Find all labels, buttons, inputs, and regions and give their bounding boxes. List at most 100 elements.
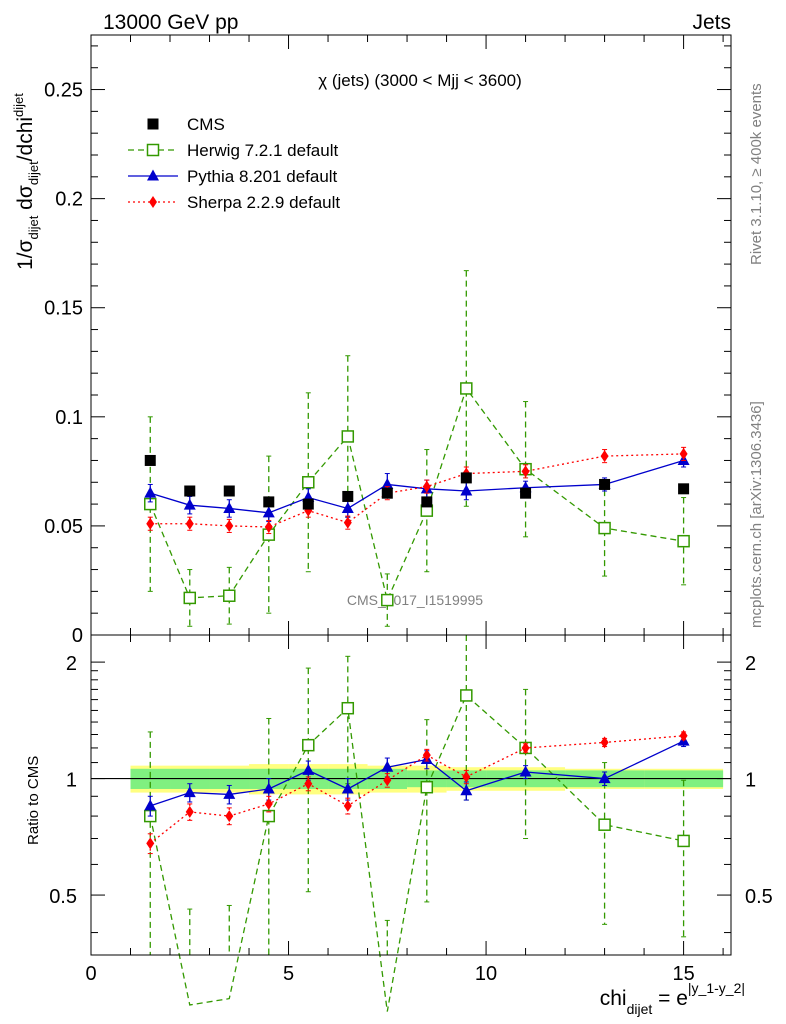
ratio-y-axis-title: Ratio to CMS: [25, 756, 42, 845]
data-point-cms: [421, 496, 433, 508]
y-tick-label-ratio: 1: [66, 770, 77, 792]
data-point-herwig: [341, 430, 355, 443]
legend-label: Herwig 7.2.1 default: [187, 141, 338, 160]
data-point-herwig: [302, 738, 315, 752]
data-point-herwig: [302, 476, 315, 489]
data-point-sherpa: [264, 797, 273, 810]
legend-label: CMS: [187, 115, 225, 134]
data-point-herwig: [677, 834, 690, 848]
data-point-sherpa: [521, 741, 530, 754]
data-point-herwig: [341, 701, 355, 715]
y-tick-label-ratio: 0.5: [49, 886, 77, 908]
main-y-axis-title: 1/σdijet dσdijet/dchidijet: [11, 93, 41, 270]
data-point-cms: [520, 487, 532, 499]
data-point-sherpa: [422, 480, 431, 493]
x-tick-label: 0: [85, 963, 96, 985]
legend-label: Pythia 8.201 default: [187, 167, 338, 186]
legend-label: Sherpa 2.2.9 default: [187, 193, 340, 212]
data-point-sherpa: [462, 770, 471, 783]
data-point-pythia: [262, 506, 275, 518]
legend: CMS Herwig 7.2.1 default Pythia 8.201 defa…: [128, 115, 340, 212]
ratio-plot-frame: [90, 634, 732, 956]
data-point-sherpa: [146, 837, 155, 850]
data-point-sherpa: [600, 450, 609, 463]
data-point-pythia: [302, 763, 315, 775]
data-point-cms: [460, 472, 472, 484]
y-tick-label-main: 0: [72, 625, 83, 647]
y-tick-label-main: 0.2: [55, 189, 83, 211]
data-point-sherpa: [225, 810, 234, 823]
data-point-sherpa: [225, 519, 234, 532]
data-point-sherpa: [304, 777, 313, 790]
data-point-sherpa: [146, 517, 155, 530]
data-point-pythia: [144, 486, 157, 498]
data-point-pythia: [460, 484, 473, 496]
data-point-pythia: [183, 786, 196, 798]
data-point-pythia: [460, 784, 473, 796]
y-tick-label-ratio-right: 0.5: [745, 886, 773, 908]
y-tick-label-ratio-right: 2: [745, 653, 756, 675]
data-point-herwig: [223, 589, 236, 602]
rivet-label: Rivet 3.1.10, ≥ 400k events: [748, 83, 765, 265]
y-tick-label-ratio-right: 1: [745, 770, 756, 792]
x-axis-title: chidijet = e|y_1-y_2|: [600, 980, 745, 1017]
data-point-sherpa: [343, 516, 352, 529]
y-tick-label-main: 0.15: [44, 298, 83, 320]
series-line-herwig: [149, 387, 684, 603]
data-point-pythia: [341, 782, 354, 794]
data-point-cms: [381, 487, 393, 499]
data-point-pythia: [341, 501, 354, 513]
ratio-plot-panel: 0 5 10 15 0.5 0.5 1 1 2 2: [49, 634, 773, 1012]
main-plot-panel: CMS_2017_I1519995 χ (jets) (3000 < Mjj <…: [44, 34, 732, 647]
y-tick-label-main: 0.05: [44, 516, 83, 538]
data-point-herwig: [460, 382, 473, 395]
data-point-herwig: [598, 818, 611, 831]
x-tick-label: 5: [283, 963, 294, 985]
legend-marker: [146, 143, 160, 157]
x-tick-label: 15: [672, 963, 694, 985]
data-point-herwig: [460, 689, 473, 702]
data-point-pythia: [598, 772, 611, 784]
legend-marker: [149, 196, 157, 208]
data-point-herwig: [183, 591, 197, 605]
data-point-cms: [678, 483, 690, 495]
legend-marker: [147, 118, 159, 130]
data-point-sherpa: [521, 465, 530, 478]
data-point-pythia: [223, 787, 236, 799]
series-line-sherpa: [150, 453, 684, 528]
data-point-sherpa: [343, 799, 352, 812]
data-point-herwig: [677, 534, 690, 548]
data-point-cms: [342, 490, 354, 502]
mcplots-label: mcplots.cern.ch [arXiv:1306.3436]: [748, 401, 765, 628]
data-point-sherpa: [422, 749, 431, 762]
data-point-pythia: [381, 760, 394, 772]
data-point-pythia: [223, 501, 236, 513]
series-line-pythia: [150, 740, 684, 807]
data-point-pythia: [183, 498, 196, 510]
data-point-pythia: [381, 477, 394, 489]
data-point-pythia: [262, 782, 275, 794]
data-point-sherpa: [383, 774, 392, 787]
data-point-cms: [263, 496, 275, 508]
data-point-herwig: [262, 809, 276, 823]
data-point-cms: [302, 498, 314, 510]
data-point-cms: [144, 454, 156, 466]
watermark: CMS_2017_I1519995: [347, 592, 483, 608]
x-tick-label: 10: [475, 963, 497, 985]
data-point-cms: [599, 478, 611, 490]
data-point-sherpa: [264, 521, 273, 533]
data-point-pythia: [144, 799, 157, 811]
data-point-herwig: [381, 593, 394, 607]
y-tick-label-main: 0.25: [44, 80, 83, 102]
data-point-cms: [184, 485, 196, 497]
series-line-pythia: [150, 459, 684, 514]
plot-title: χ (jets) (3000 < Mjj < 3600): [318, 71, 522, 90]
data-point-herwig: [420, 780, 434, 794]
data-point-cms: [223, 485, 235, 497]
data-point-sherpa: [679, 729, 688, 742]
data-point-sherpa: [679, 447, 688, 460]
data-point-sherpa: [185, 805, 194, 818]
header-right: Jets: [692, 11, 731, 34]
data-point-sherpa: [185, 517, 194, 530]
